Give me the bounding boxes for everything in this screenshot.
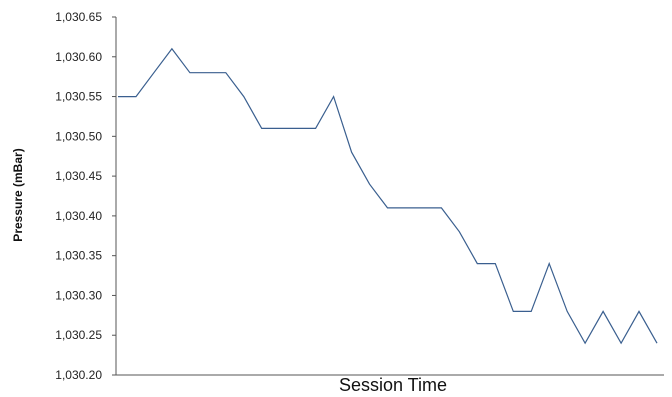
y-tick-label: 1,030.65 xyxy=(55,10,102,24)
y-axis-title: Pressure (mBar) xyxy=(11,148,25,241)
y-tick-label: 1,030.45 xyxy=(55,169,102,183)
pressure-series-line xyxy=(118,47,658,345)
y-tick-label: 1,030.55 xyxy=(55,90,102,104)
x-axis-title: Session Time xyxy=(339,375,447,395)
y-tick-label: 1,030.50 xyxy=(55,129,102,143)
y-tick-label: 1,030.30 xyxy=(55,288,102,302)
series-layer xyxy=(118,47,658,345)
y-tick-label: 1,030.40 xyxy=(55,209,102,223)
y-tick-label: 1,030.20 xyxy=(55,368,102,382)
y-axis-ticks: 1,030.20 1,030.25 1,030.30 1,030.35 1,030.40… xyxy=(55,10,116,382)
y-tick-label: 1,030.25 xyxy=(55,328,102,342)
y-tick-label: 1,030.60 xyxy=(55,50,102,64)
y-tick-label: 1,030.35 xyxy=(55,249,102,263)
